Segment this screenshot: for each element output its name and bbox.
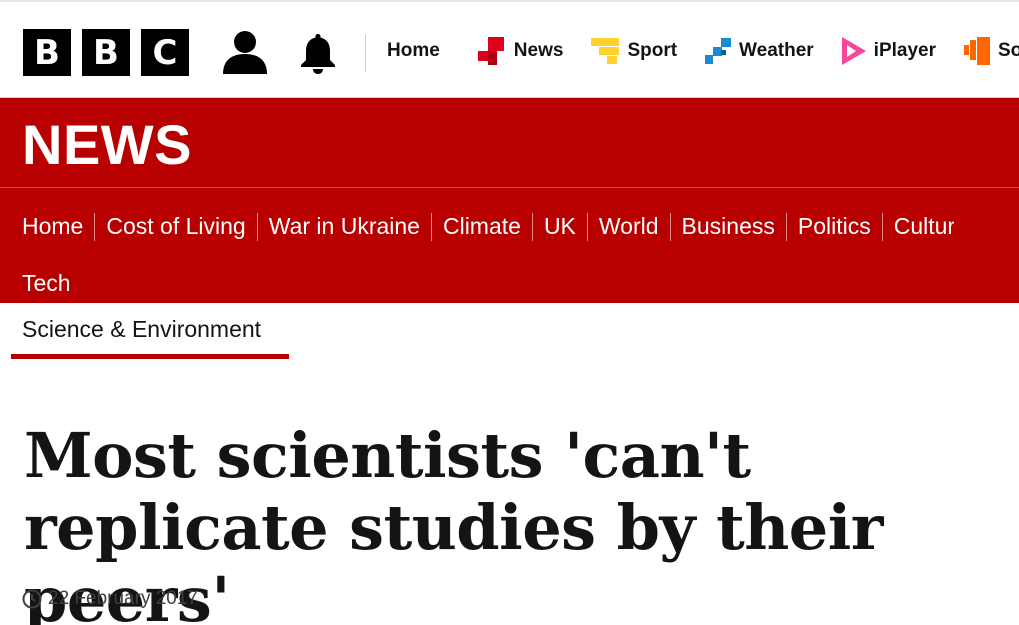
news-header-band: NEWS Home Cost of Living War in Ukraine … [0, 98, 1019, 303]
section-nav-climate[interactable]: Climate [442, 213, 521, 239]
section-nav-divider [430, 212, 432, 241]
news-header-separator [0, 187, 1019, 188]
section-nav-divider [669, 212, 671, 241]
section-nav-uk[interactable]: UK [543, 213, 576, 239]
topnav-iplayer-label: iPlayer [873, 40, 936, 61]
section-nav-tech[interactable]: Tech [22, 270, 71, 296]
section-nav-home[interactable]: Home [22, 213, 84, 239]
article-dateline: 22 February 2017 [22, 588, 198, 610]
section-nav-culture[interactable]: Culture [893, 213, 954, 239]
sounds-icon [964, 37, 990, 65]
topnav-sport-label: Sport [627, 40, 678, 61]
section-nav-cost-of-living[interactable]: Cost of Living [106, 213, 246, 239]
bbc-logo-letter: C [141, 29, 189, 76]
section-nav-business[interactable]: Business [681, 213, 775, 239]
section-nav-divider [785, 212, 787, 241]
bbc-logo[interactable]: B B C [23, 29, 189, 76]
bbc-logo-letter: B [23, 29, 71, 76]
account-icon[interactable] [222, 30, 268, 74]
topnav-sport[interactable]: Sport [591, 38, 677, 64]
topnav-news[interactable]: News [477, 37, 564, 65]
section-nav-world[interactable]: World [598, 213, 659, 239]
topnav-news-label: News [513, 40, 564, 61]
section-nav-divider [256, 212, 258, 241]
notifications-bell-icon[interactable] [298, 32, 338, 74]
iplayer-icon [841, 37, 866, 65]
section-nav-divider [531, 212, 533, 241]
news-icon [477, 37, 504, 65]
bbc-logo-letter: B [82, 29, 130, 76]
topnav-sounds-label: Sounds [998, 40, 1019, 61]
topnav-sounds[interactable]: Sounds [964, 37, 1019, 65]
subnav-science-environment[interactable]: Science & Environment [22, 316, 262, 342]
clock-icon [22, 589, 42, 609]
topnav-home-label: Home [387, 40, 440, 61]
section-nav-divider [94, 212, 96, 241]
weather-icon [705, 38, 732, 64]
section-nav-war-in-ukraine[interactable]: War in Ukraine [268, 213, 420, 239]
article-headline: Most scientists 'can't replicate studies… [24, 419, 883, 625]
sport-icon [591, 38, 620, 64]
section-nav-politics[interactable]: Politics [797, 213, 871, 239]
subnav-active-indicator [11, 354, 289, 359]
news-logo[interactable]: NEWS [22, 113, 192, 176]
article-date: 22 February 2017 [48, 588, 198, 609]
topnav-weather-label: Weather [739, 40, 814, 61]
section-nav: Home Cost of Living War in Ukraine Clima… [22, 198, 1019, 312]
top-bar-divider [365, 34, 366, 72]
bbc-services-nav: Home News Sport Weat [387, 2, 1019, 100]
section-nav-divider [586, 212, 588, 241]
topnav-home[interactable]: Home [387, 40, 440, 62]
bbc-top-bar: B B C Home News Sport [0, 0, 1019, 98]
topnav-weather[interactable]: Weather [705, 38, 814, 64]
section-nav-divider [881, 212, 883, 241]
topnav-iplayer[interactable]: iPlayer [841, 37, 936, 65]
